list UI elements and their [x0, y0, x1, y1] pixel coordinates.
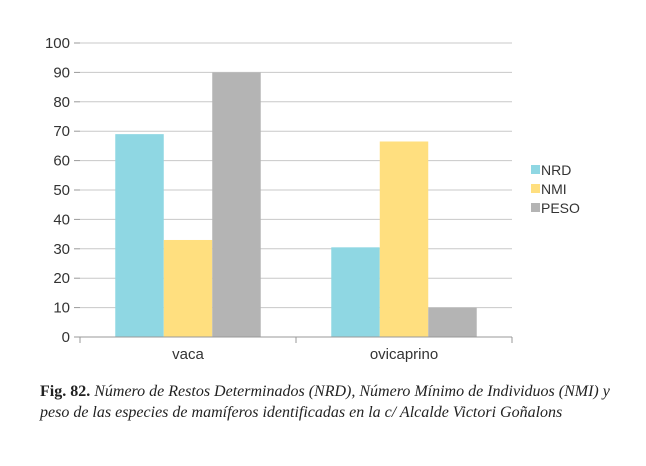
- bar-nmi-vaca: [163, 239, 213, 337]
- y-tick-label: 30: [53, 241, 70, 258]
- legend-swatch-nrd: [531, 165, 540, 174]
- legend-swatch-nmi: [531, 184, 540, 193]
- y-tick-label: 80: [53, 94, 70, 111]
- x-category-label: vaca: [172, 346, 204, 363]
- y-tick-label: 40: [53, 211, 70, 228]
- bar-nrd-ovicaprino: [331, 247, 380, 337]
- bar-nrd-vaca: [115, 134, 164, 337]
- legend-label-peso: PESO: [541, 200, 580, 216]
- y-axis-ticks: 0 10 20 30 40 50 60 70 80 90 100: [45, 35, 80, 346]
- legend-swatch-peso: [531, 203, 540, 212]
- bar-peso-ovicaprino: [428, 307, 477, 337]
- bar-peso-vaca: [212, 72, 261, 338]
- y-tick-label: 70: [53, 123, 70, 140]
- bars: [115, 72, 477, 338]
- bar-nmi-ovicaprino: [379, 141, 429, 337]
- y-tick-label: 10: [53, 300, 70, 317]
- y-tick-label: 20: [53, 270, 70, 287]
- legend-label-nmi: NMI: [541, 181, 567, 197]
- legend-label-nrd: NRD: [541, 162, 571, 178]
- y-tick-label: 50: [53, 182, 70, 199]
- caption-label: Fig. 82.: [40, 383, 91, 400]
- figure-caption: Fig. 82. Número de Restos Determinados (…: [40, 381, 630, 423]
- y-tick-label: 100: [45, 35, 70, 52]
- y-tick-label: 60: [53, 153, 70, 170]
- legend: NRD NMI PESO: [531, 162, 580, 216]
- x-category-label: ovicaprino: [370, 346, 438, 363]
- y-tick-label: 90: [53, 64, 70, 81]
- caption-text: Número de Restos Determinados (NRD), Núm…: [40, 383, 610, 421]
- x-axis-categories: vaca ovicaprino: [79, 337, 513, 363]
- y-tick-label: 0: [62, 329, 70, 346]
- bar-chart: 0 10 20 30 40 50 60 70 80 90 100 vaca ovicaprino NR…: [45, 35, 580, 363]
